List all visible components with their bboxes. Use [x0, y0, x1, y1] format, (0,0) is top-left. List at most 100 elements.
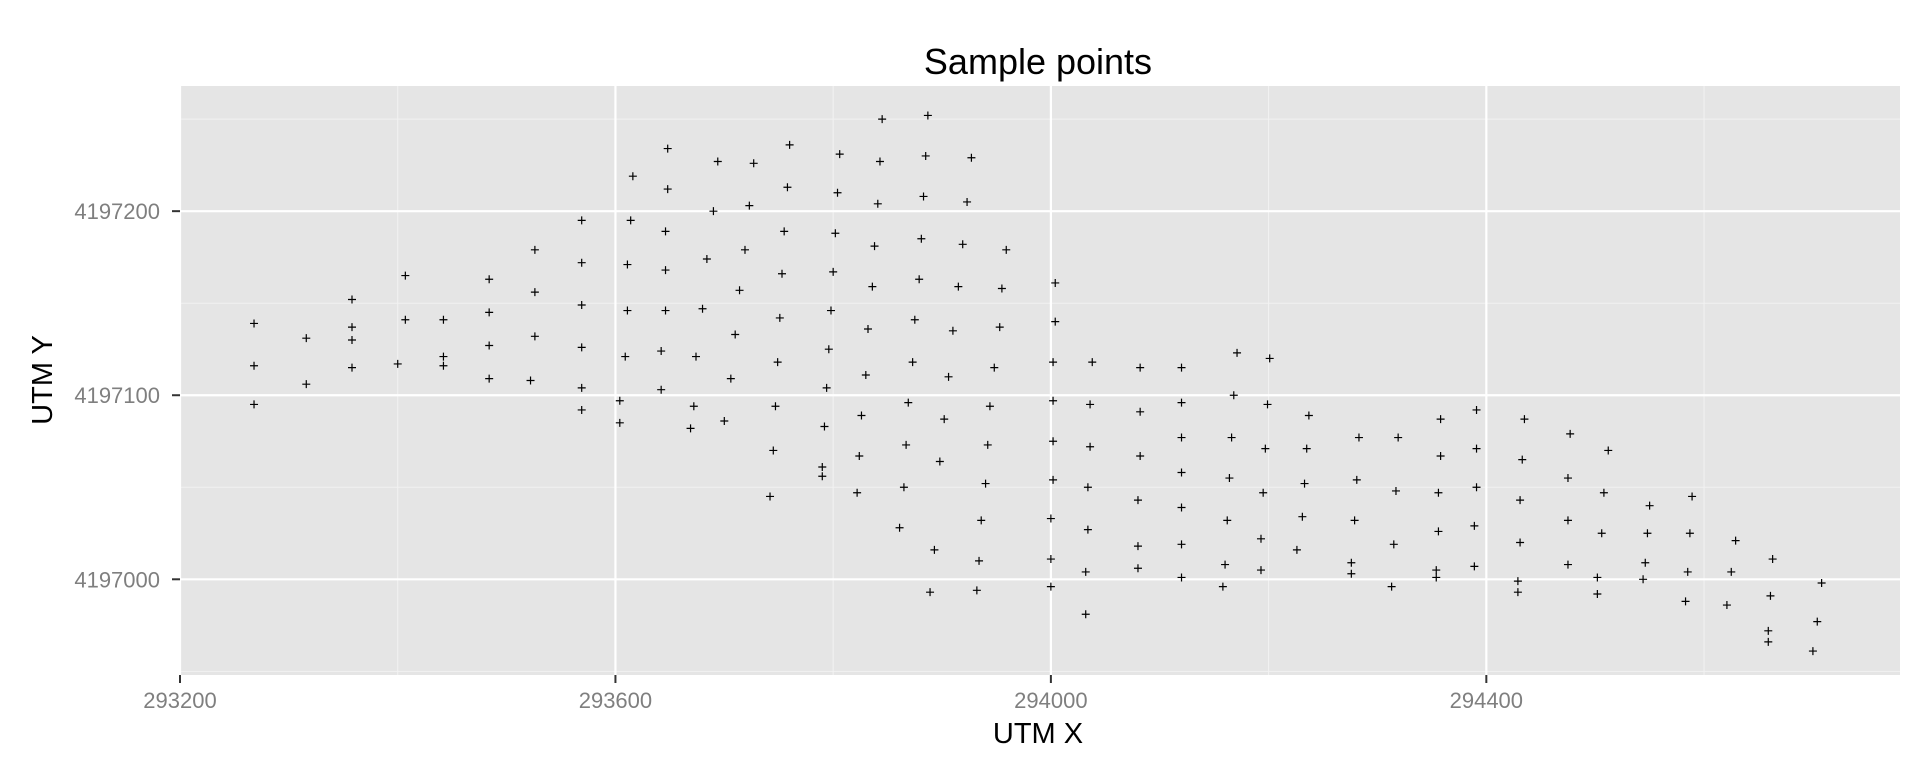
data-point — [820, 422, 829, 431]
data-point — [1639, 575, 1648, 584]
data-point — [661, 306, 670, 315]
data-point — [1259, 488, 1268, 497]
data-point — [875, 157, 884, 166]
data-point — [250, 400, 259, 409]
data-point — [1513, 577, 1522, 586]
data-point — [577, 343, 586, 352]
data-point — [995, 323, 1004, 332]
data-point — [829, 267, 838, 276]
data-point — [1133, 564, 1142, 573]
data-point — [904, 398, 913, 407]
data-point — [1436, 415, 1445, 424]
data-point — [1298, 512, 1307, 521]
data-point — [661, 266, 670, 275]
data-point — [1354, 433, 1363, 442]
data-point — [1768, 555, 1777, 564]
data-point — [1049, 475, 1058, 484]
data-point — [818, 463, 827, 472]
data-point — [1645, 501, 1654, 510]
data-point — [302, 380, 311, 389]
data-point — [853, 488, 862, 497]
data-point — [623, 306, 632, 315]
data-point — [864, 324, 872, 333]
data-point — [1518, 455, 1527, 464]
data-point — [745, 201, 754, 210]
data-point — [899, 483, 908, 492]
data-point — [1177, 503, 1186, 512]
data-point — [915, 275, 924, 284]
data-point — [615, 396, 624, 405]
data-point — [439, 361, 448, 370]
data-point — [1177, 363, 1186, 372]
data-point — [401, 315, 410, 324]
data-point — [1597, 529, 1606, 538]
data-point — [1229, 391, 1238, 400]
data-point — [1593, 590, 1602, 599]
data-point — [1218, 582, 1227, 591]
data-point — [1227, 433, 1236, 442]
data-point — [1083, 525, 1092, 534]
data-point — [1304, 411, 1313, 420]
data-point — [1394, 433, 1403, 442]
data-point — [1136, 451, 1145, 460]
data-point — [1434, 488, 1443, 497]
data-point — [577, 383, 586, 392]
data-point — [615, 418, 624, 427]
data-point — [977, 516, 986, 525]
data-points — [250, 111, 1826, 656]
data-point — [250, 361, 259, 370]
data-point — [1516, 496, 1525, 505]
data-point — [930, 545, 939, 554]
data-point — [1764, 626, 1773, 635]
x-axis-tick-labels: 293200 293600 294000 294400 — [143, 688, 1523, 713]
data-point — [1083, 483, 1092, 492]
data-point — [1177, 468, 1186, 477]
data-point — [826, 306, 835, 315]
data-point — [1350, 516, 1359, 525]
data-point — [1389, 540, 1398, 549]
data-point — [713, 157, 722, 166]
data-point — [1261, 444, 1270, 453]
data-point — [1513, 588, 1522, 597]
data-point — [1566, 429, 1575, 438]
data-point — [1221, 560, 1230, 569]
minor-gridlines — [180, 86, 1900, 675]
data-point — [1685, 529, 1694, 538]
data-point — [878, 115, 887, 124]
data-point — [1046, 582, 1055, 591]
data-point — [983, 440, 992, 449]
data-point — [1593, 573, 1602, 582]
data-point — [1817, 578, 1826, 587]
axis-tick-marks — [172, 210, 1488, 683]
y-tick-label: 4197000 — [74, 567, 160, 592]
data-point — [626, 216, 635, 225]
data-point — [1352, 475, 1361, 484]
data-point — [783, 183, 792, 192]
data-point — [855, 451, 864, 460]
data-point — [1727, 567, 1736, 576]
plot-panel — [180, 86, 1900, 675]
data-point — [1391, 486, 1400, 495]
data-point — [1300, 479, 1309, 488]
data-point — [926, 588, 935, 597]
data-point — [785, 140, 794, 149]
data-point — [1086, 442, 1095, 451]
x-tick-label: 293600 — [579, 688, 652, 713]
data-point — [1136, 407, 1145, 416]
data-point — [921, 151, 930, 160]
data-point — [661, 227, 670, 236]
x-tick-label: 294000 — [1014, 688, 1087, 713]
data-point — [1472, 444, 1481, 453]
data-point — [657, 347, 666, 356]
data-point — [910, 315, 919, 324]
data-point — [348, 323, 356, 332]
data-point — [958, 240, 967, 249]
data-point — [577, 216, 586, 225]
data-point — [1432, 573, 1441, 582]
data-point — [766, 492, 775, 501]
data-point — [526, 376, 535, 385]
data-point — [1133, 542, 1142, 551]
data-point — [720, 416, 729, 425]
data-point — [1722, 601, 1731, 610]
data-point — [1731, 536, 1740, 545]
